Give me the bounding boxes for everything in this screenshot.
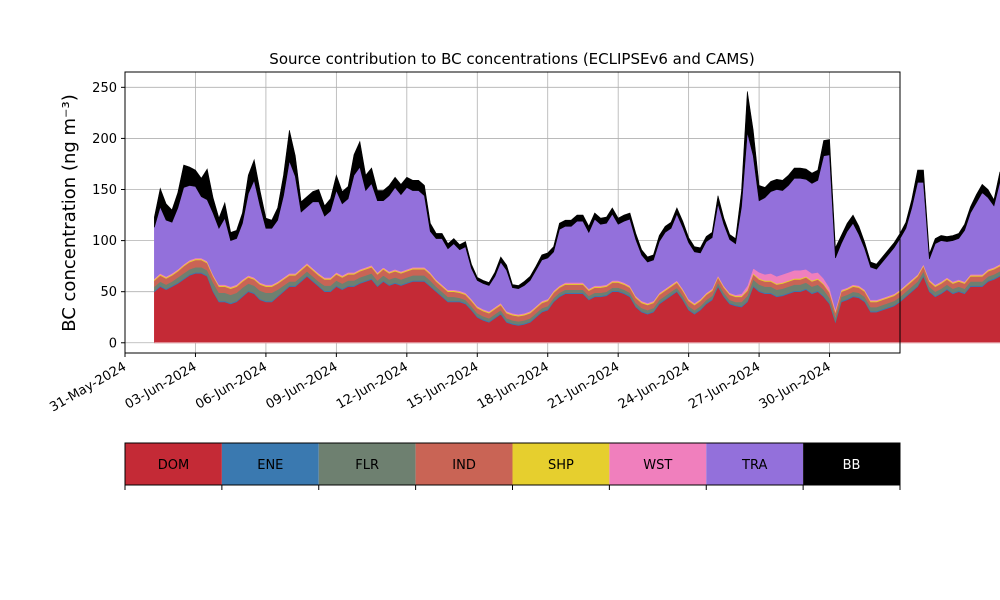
legend-swatch-wst bbox=[609, 443, 707, 485]
y-tick-label: 250 bbox=[92, 81, 117, 96]
legend-swatch-dom bbox=[125, 443, 222, 485]
legend-swatch-tra bbox=[706, 443, 804, 485]
y-tick-label: 0 bbox=[109, 336, 117, 351]
legend-swatch-bb bbox=[803, 443, 900, 485]
plot-area: 0 50 100 150 200 250 31-May-202403-Jun-202406-… bbox=[47, 71, 1000, 415]
legend-label-ind: IND bbox=[452, 458, 476, 473]
x-tick-label: 18-Jun-2024 bbox=[475, 359, 552, 412]
legend: DOM ENE FLR IND SHP WST TRA BB bbox=[124, 442, 901, 490]
y-tick-label: 150 bbox=[92, 183, 117, 198]
legend-label-tra: TRA bbox=[741, 458, 767, 473]
legend-label-wst: WST bbox=[643, 458, 672, 473]
y-axis-label: BC concentration (ng m⁻³) bbox=[59, 94, 80, 332]
x-tick-label: 27-Jun-2024 bbox=[686, 359, 763, 412]
y-tick-label: 200 bbox=[92, 132, 117, 147]
legend-swatch-flr bbox=[318, 443, 416, 485]
y-tick-label: 50 bbox=[100, 285, 117, 300]
x-tick-label: 06-Jun-2024 bbox=[193, 359, 270, 412]
legend-swatch-ene bbox=[221, 443, 319, 485]
x-tick-label: 15-Jun-2024 bbox=[404, 359, 481, 412]
x-tick-label: 09-Jun-2024 bbox=[264, 359, 341, 412]
legend-label-flr: FLR bbox=[355, 458, 379, 473]
legend-label-dom: DOM bbox=[158, 458, 189, 473]
y-tick-label: 100 bbox=[92, 234, 117, 249]
axes-frame bbox=[124, 71, 901, 354]
area-series-bb bbox=[154, 91, 1000, 289]
legend-swatch-shp bbox=[512, 443, 610, 485]
legend-label-bb: BB bbox=[843, 458, 861, 473]
legend-label-ene: ENE bbox=[257, 458, 283, 473]
chart-title: Source contribution to BC concentrations… bbox=[269, 50, 754, 68]
x-tick-label: 24-Jun-2024 bbox=[616, 359, 693, 412]
x-tick-label: 30-Jun-2024 bbox=[757, 359, 834, 412]
x-tick-label: 21-Jun-2024 bbox=[545, 359, 622, 412]
x-tick-label: 31-May-2024 bbox=[47, 359, 129, 415]
legend-label-shp: SHP bbox=[548, 458, 574, 473]
x-tick-label: 12-Jun-2024 bbox=[334, 359, 411, 412]
legend-swatch-ind bbox=[415, 443, 513, 485]
x-tick-label: 03-Jun-2024 bbox=[123, 359, 200, 412]
